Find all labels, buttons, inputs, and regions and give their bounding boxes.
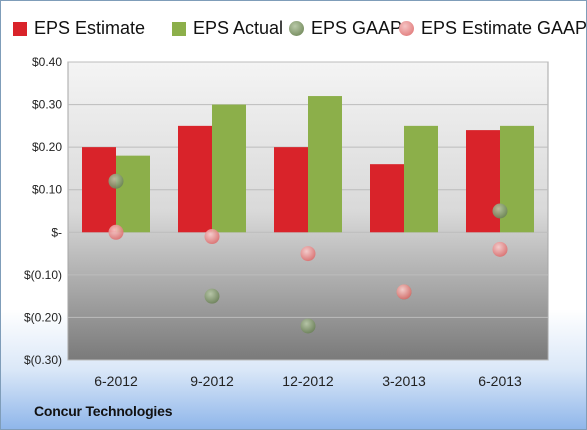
marker-eps-estimate-gaap — [204, 229, 220, 245]
marker-eps-gaap — [108, 173, 124, 189]
y-tick-label: $0.30 — [32, 98, 62, 112]
y-tick-label: $0.40 — [32, 55, 62, 69]
legend-swatch-eps-actual — [172, 21, 186, 36]
bar-eps-actual — [404, 125, 438, 233]
legend-marker-eps-estimate-gaap — [399, 21, 414, 36]
marker-eps-gaap — [204, 288, 220, 304]
company-name: Concur Technologies — [34, 403, 173, 419]
legend-label-eps-gaap: EPS GAAP — [311, 18, 403, 38]
bar-eps-actual — [116, 155, 150, 233]
bar-eps-estimate — [82, 147, 116, 233]
y-tick-label: $- — [51, 225, 62, 239]
bar-eps-actual — [212, 104, 246, 233]
y-tick-label: $(0.30) — [24, 353, 62, 367]
legend: EPS Estimate EPS Actual EPS GAAP EPS Est… — [1, 18, 587, 42]
marker-eps-estimate-gaap — [108, 224, 124, 240]
x-tick-label: 12-2012 — [282, 373, 334, 389]
legend-label-eps-estimate-gaap: EPS Estimate GAAP — [421, 18, 587, 38]
marker-eps-gaap — [300, 318, 316, 334]
x-tick-label: 9-2012 — [190, 373, 234, 389]
marker-eps-gaap — [492, 203, 508, 219]
legend-item-eps-estimate-gaap: EPS Estimate GAAP — [399, 18, 587, 39]
y-tick-label: $(0.20) — [24, 310, 62, 324]
bar-eps-estimate — [466, 130, 500, 233]
x-tick-label: 6-2013 — [478, 373, 522, 389]
marker-eps-estimate-gaap — [492, 241, 508, 257]
legend-item-eps-estimate: EPS Estimate — [13, 18, 145, 39]
marker-eps-estimate-gaap — [300, 246, 316, 262]
legend-marker-eps-gaap — [289, 21, 304, 36]
y-tick-label: $(0.10) — [24, 268, 62, 282]
bar-eps-estimate — [178, 125, 212, 233]
bar-eps-estimate — [370, 164, 404, 233]
bar-eps-actual — [308, 96, 342, 233]
legend-swatch-eps-estimate — [13, 21, 27, 36]
marker-eps-estimate-gaap — [396, 284, 412, 300]
bar-eps-estimate — [274, 147, 308, 233]
legend-label-eps-actual: EPS Actual — [193, 18, 284, 38]
y-tick-label: $0.10 — [32, 183, 62, 197]
legend-item-eps-actual: EPS Actual — [172, 18, 283, 39]
legend-label-eps-estimate: EPS Estimate — [34, 18, 146, 38]
y-tick-label: $0.20 — [32, 140, 62, 154]
x-tick-label: 6-2012 — [94, 373, 138, 389]
x-tick-label: 3-2013 — [382, 373, 426, 389]
legend-item-eps-gaap: EPS GAAP — [289, 18, 402, 39]
